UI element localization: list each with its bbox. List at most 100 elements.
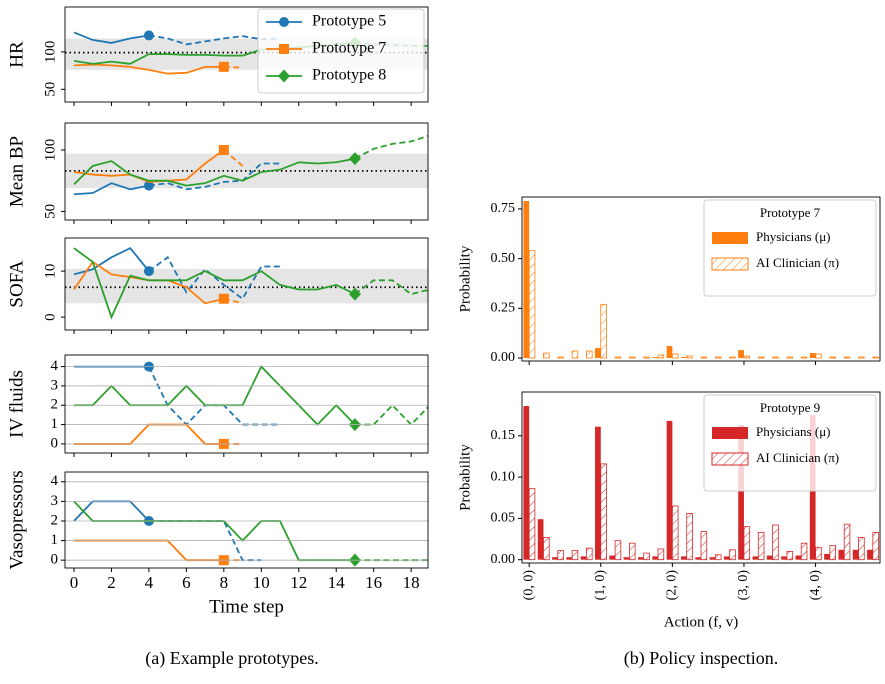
marker [143,30,154,41]
x-tick-label: 0 [70,573,79,592]
bar [772,356,779,359]
bar [557,550,564,561]
series-line [73,423,224,445]
y-tick-label: 100 [42,41,58,64]
plot-area [65,134,428,196]
bar [595,426,601,560]
bar [695,557,701,560]
y-tick-label: 2 [51,512,59,528]
bar [609,555,616,560]
x-tick-label: (1, 0) [593,570,608,601]
bar [843,523,851,561]
y-axis-label: SOFA [6,260,27,307]
bar [815,353,822,359]
y-tick-label: 1 [51,416,59,432]
bar [815,546,822,561]
legend-swatch [712,427,748,439]
legend-label: Prototype 5 [312,13,386,30]
plot-frame [64,122,429,221]
legend-title: Prototype 9 [760,400,820,415]
legend-title: Prototype 7 [760,205,821,220]
bar [738,425,744,560]
bar [657,354,665,359]
plot-frame [64,6,429,103]
bar [623,557,630,560]
series-line [73,247,356,320]
series-line [73,500,150,522]
bar [700,356,708,359]
plot-area [73,500,428,567]
legend-swatch [711,452,749,466]
bar [666,420,673,560]
x-tick-label: 10 [253,573,270,592]
series-line-projected [354,279,428,296]
series-line [73,500,355,562]
marker [143,266,154,277]
caption: (b) Policy inspection. [624,648,778,669]
bar [680,357,687,359]
marker [348,152,361,166]
bar [600,463,607,561]
legend-label: Physicians (μ) [756,229,831,244]
bar [543,352,550,359]
bar [571,550,579,561]
bar [528,488,536,561]
y-tick-label: 0 [51,435,59,451]
bar [786,551,794,561]
series-line [73,365,356,426]
y-axis-label: Vasopressors [6,470,27,569]
bar [652,357,659,359]
legend-box [257,8,425,94]
y-axis-label: Mean BP [6,136,27,207]
marker [279,17,289,27]
bar [614,540,622,561]
bar [858,356,865,359]
bar [671,353,679,359]
bar [523,406,530,560]
marker [279,44,289,54]
bar [700,531,708,561]
plot-frame [521,196,881,362]
y-tick-label: 100 [42,139,58,162]
bar [800,542,808,561]
marker [218,61,229,72]
bar [829,356,837,359]
x-tick-label: (4, 0) [808,570,823,601]
bar [757,532,765,561]
bar [680,556,687,560]
caption: (a) Example prototypes. [145,648,318,669]
bar [528,250,536,359]
bar [580,556,587,560]
bar [557,356,564,359]
series-line [73,149,225,183]
bar [772,524,779,561]
plot-frame [521,391,881,564]
legend-swatch [711,257,749,271]
marker [278,69,290,83]
bar [595,348,601,359]
bar [552,557,558,560]
bar [781,556,787,560]
bar [666,346,673,359]
bar [686,355,693,359]
bar [600,303,607,359]
bar [571,350,579,359]
x-tick-label: 6 [182,573,191,592]
bar [523,200,530,359]
bar [858,536,865,561]
marker [143,180,154,191]
x-tick-label: (0, 0) [521,570,536,601]
y-tick-label: 4 [51,473,59,489]
x-tick-label: 16 [365,573,382,592]
y-tick-label: 0 [42,313,58,321]
y-axis-label: IV fluids [6,370,27,438]
bar [729,356,736,359]
bar [829,545,837,561]
y-tick-label: 0.00 [491,552,516,567]
bar [586,547,593,561]
y-tick-label: 50 [42,82,58,97]
y-tick-label: 4 [51,358,59,374]
bar [537,519,544,560]
plot-frame [64,354,429,454]
